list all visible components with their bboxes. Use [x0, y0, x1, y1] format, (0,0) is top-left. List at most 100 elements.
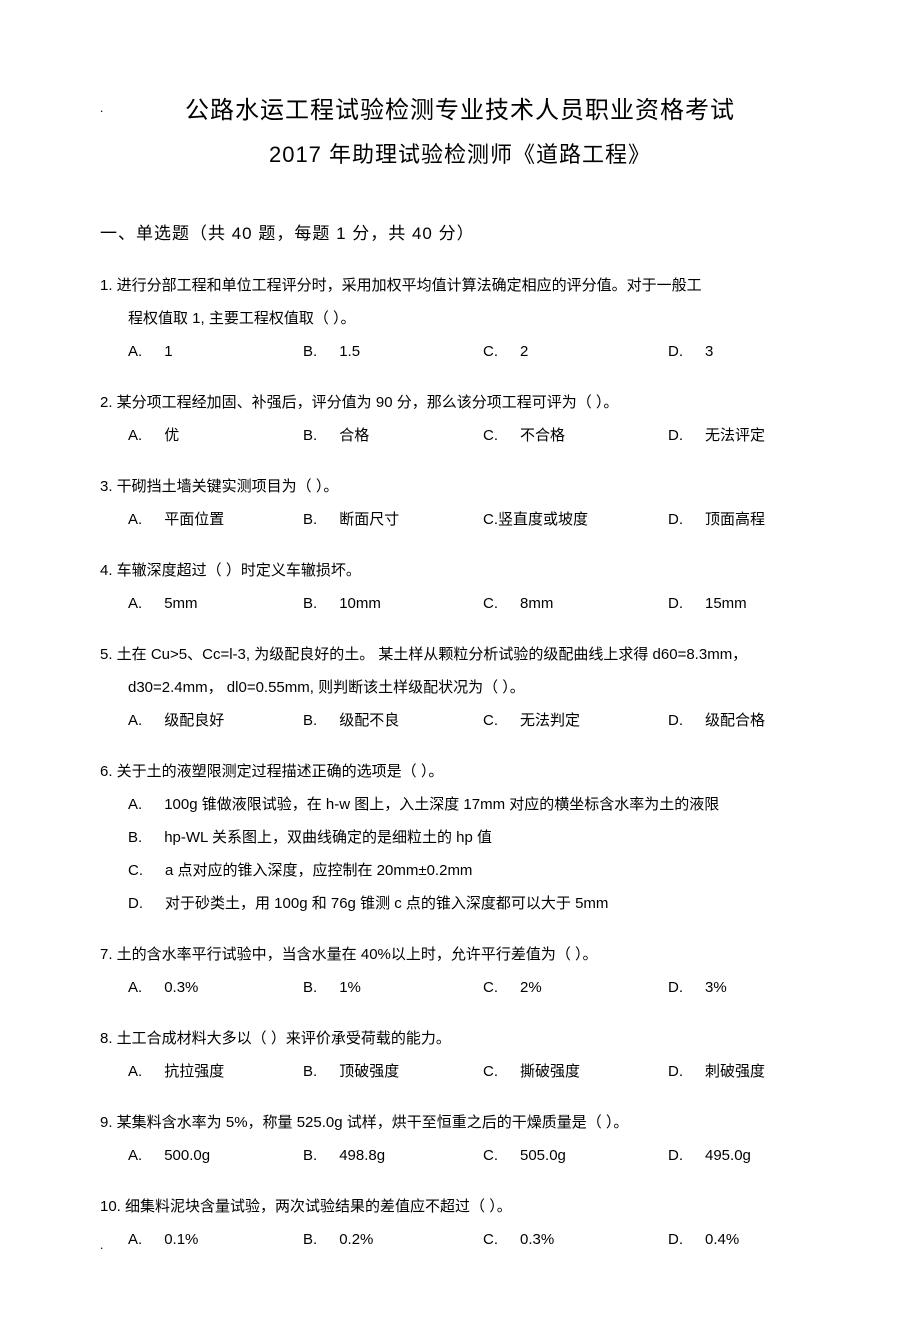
option-c: C.505.0g — [483, 1139, 668, 1172]
option-label: C. — [483, 335, 498, 368]
option-label: D. — [668, 1139, 683, 1172]
option-d: D.顶面高程 — [668, 503, 820, 536]
options-row: A.1 B.1.5 C.2 D.3 — [100, 335, 820, 368]
option-c: C. 2% — [483, 971, 668, 1004]
option-value: 0.4% — [705, 1223, 739, 1256]
option-value: 平面位置 — [164, 503, 224, 536]
option-value: 505.0g — [520, 1139, 566, 1172]
question-1: 1. 进行分部工程和单位工程评分时，采用加权平均值计算法确定相应的评分值。对于一… — [100, 269, 820, 368]
option-a: A.抗拉强度 — [128, 1055, 303, 1088]
question-text: 9. 某集料含水率为 5%，称量 525.0g 试样，烘干至恒重之后的干燥质量是… — [100, 1106, 820, 1139]
option-label: B. — [303, 587, 317, 620]
option-value: 对于砂类土，用 100g 和 76g 锥测 c 点的锥入深度都可以大于 5mm — [165, 895, 608, 912]
option-d: D.刺破强度 — [668, 1055, 820, 1088]
options-row: A.5mm B.10mm C.8mm D.15mm — [100, 587, 820, 620]
option-label: A. — [128, 335, 142, 368]
option-d: D. 对于砂类土，用 100g 和 76g 锥测 c 点的锥入深度都可以大于 5m… — [100, 887, 820, 920]
question-text: 7. 土的含水率平行试验中，当含水量在 40%以上时，允许平行差值为（ ）。 — [100, 938, 820, 971]
question-4: 4. 车辙深度超过（ ）时定义车辙损坏。 A.5mm B.10mm C.8mm … — [100, 554, 820, 620]
option-label: D. — [128, 887, 143, 920]
option-value: 498.8g — [339, 1139, 385, 1172]
option-value: 合格 — [339, 419, 369, 452]
option-c: C. a 点对应的锥入深度，应控制在 20mm±0.2mm — [100, 854, 820, 887]
option-value: 1.5 — [339, 335, 360, 368]
option-c: C.无法判定 — [483, 704, 668, 737]
option-label: A. — [128, 704, 142, 737]
option-b: B. 顶破强度 — [303, 1055, 483, 1088]
page-marker-top: . — [100, 100, 103, 116]
page-marker-bottom: . — [100, 1237, 103, 1253]
option-a: A.5mm — [128, 587, 303, 620]
title-sub: 2017 年助理试验检测师《道路工程》 — [100, 137, 820, 169]
option-a: A. 级配良好 — [128, 704, 303, 737]
option-value: 495.0g — [705, 1139, 751, 1172]
option-label: A. — [128, 971, 142, 1004]
option-label: A. — [128, 503, 142, 536]
option-b: B.10mm — [303, 587, 483, 620]
option-value: 级配不良 — [339, 704, 399, 737]
option-b: B.0.2% — [303, 1223, 483, 1256]
option-value: 无法判定 — [520, 704, 580, 737]
option-label: A. — [128, 419, 142, 452]
option-b: B.断面尺寸 — [303, 503, 483, 536]
option-b: B. 498.8g — [303, 1139, 483, 1172]
option-value: 刺破强度 — [705, 1055, 765, 1088]
option-value: a 点对应的锥入深度，应控制在 20mm±0.2mm — [165, 862, 472, 879]
option-label: C. — [483, 1055, 498, 1088]
option-value: 无法评定 — [705, 419, 765, 452]
option-label: D. — [668, 587, 683, 620]
option-value: 撕破强度 — [520, 1055, 580, 1088]
option-value: 2% — [520, 971, 542, 1004]
option-value: 0.3% — [164, 971, 198, 1004]
option-c: C. 撕破强度 — [483, 1055, 668, 1088]
option-value: 8mm — [520, 587, 553, 620]
option-value: 顶破强度 — [339, 1055, 399, 1088]
option-value: 级配良好 — [164, 704, 224, 737]
option-value: 不合格 — [520, 419, 565, 452]
option-label: C. — [128, 854, 143, 887]
option-label: D. — [668, 419, 683, 452]
option-label: A. — [128, 788, 142, 821]
option-value: 3 — [705, 335, 713, 368]
question-text: 6. 关于土的液塑限测定过程描述正确的选项是（ ）。 — [100, 755, 820, 788]
option-value: C.竖直度或坡度 — [483, 503, 588, 536]
question-text-cont: d30=2.4mm， dl0=0.55mm, 则判断该土样级配状况为（ ）。 — [100, 671, 820, 704]
option-d: D.级配合格 — [668, 704, 820, 737]
question-2: 2. 某分项工程经加固、补强后，评分值为 90 分，那么该分项工程可评为（ ）。… — [100, 386, 820, 452]
option-d: D.3% — [668, 971, 820, 1004]
option-a: A.500.0g — [128, 1139, 303, 1172]
question-7: 7. 土的含水率平行试验中，当含水量在 40%以上时，允许平行差值为（ ）。 A… — [100, 938, 820, 1004]
option-d: D. 无法评定 — [668, 419, 820, 452]
option-label: D. — [668, 971, 683, 1004]
option-label: C. — [483, 971, 498, 1004]
option-a: A. 平面位置 — [128, 503, 303, 536]
section-header: 一、单选题（共 40 题，每题 1 分，共 40 分） — [100, 219, 820, 244]
option-c: C. 2 — [483, 335, 668, 368]
option-c: C.0.3% — [483, 1223, 668, 1256]
option-label: A. — [128, 1139, 142, 1172]
question-9: 9. 某集料含水率为 5%，称量 525.0g 试样，烘干至恒重之后的干燥质量是… — [100, 1106, 820, 1172]
options-row: A.0.3% B.1% C.2% D.3% — [100, 971, 820, 1004]
option-value: 2 — [520, 335, 528, 368]
option-label: B. — [303, 1139, 317, 1172]
option-c: C.竖直度或坡度 — [483, 503, 668, 536]
option-c: C.8mm — [483, 587, 668, 620]
options-row: A.500.0g B. 498.8g C.505.0g D. 495.0g — [100, 1139, 820, 1172]
option-value: 0.1% — [164, 1223, 198, 1256]
option-value: 优 — [164, 419, 179, 452]
question-text: 1. 进行分部工程和单位工程评分时，采用加权平均值计算法确定相应的评分值。对于一… — [100, 269, 820, 302]
option-label: B. — [303, 335, 317, 368]
option-value: 1 — [164, 335, 172, 368]
options-row: A. 平面位置 B.断面尺寸 C.竖直度或坡度 D.顶面高程 — [100, 503, 820, 536]
option-value: 顶面高程 — [705, 503, 765, 536]
option-label: A. — [128, 1055, 142, 1088]
option-label: B. — [303, 503, 317, 536]
option-d: D. 495.0g — [668, 1139, 820, 1172]
option-label: B. — [303, 1055, 317, 1088]
option-a: A. 1 — [128, 335, 303, 368]
question-text: 10. 细集料泥块含量试验，两次试验结果的差值应不超过（ ）。 — [100, 1190, 820, 1223]
question-8: 8. 土工合成材料大多以（ ）来评价承受荷载的能力。 A.抗拉强度 B.顶破强度… — [100, 1022, 820, 1088]
option-b: B.hp-WL 关系图上，双曲线确定的是细粒土的 hp 值 — [100, 821, 820, 854]
option-value: 0.3% — [520, 1223, 554, 1256]
option-b: B. 1.5 — [303, 335, 483, 368]
